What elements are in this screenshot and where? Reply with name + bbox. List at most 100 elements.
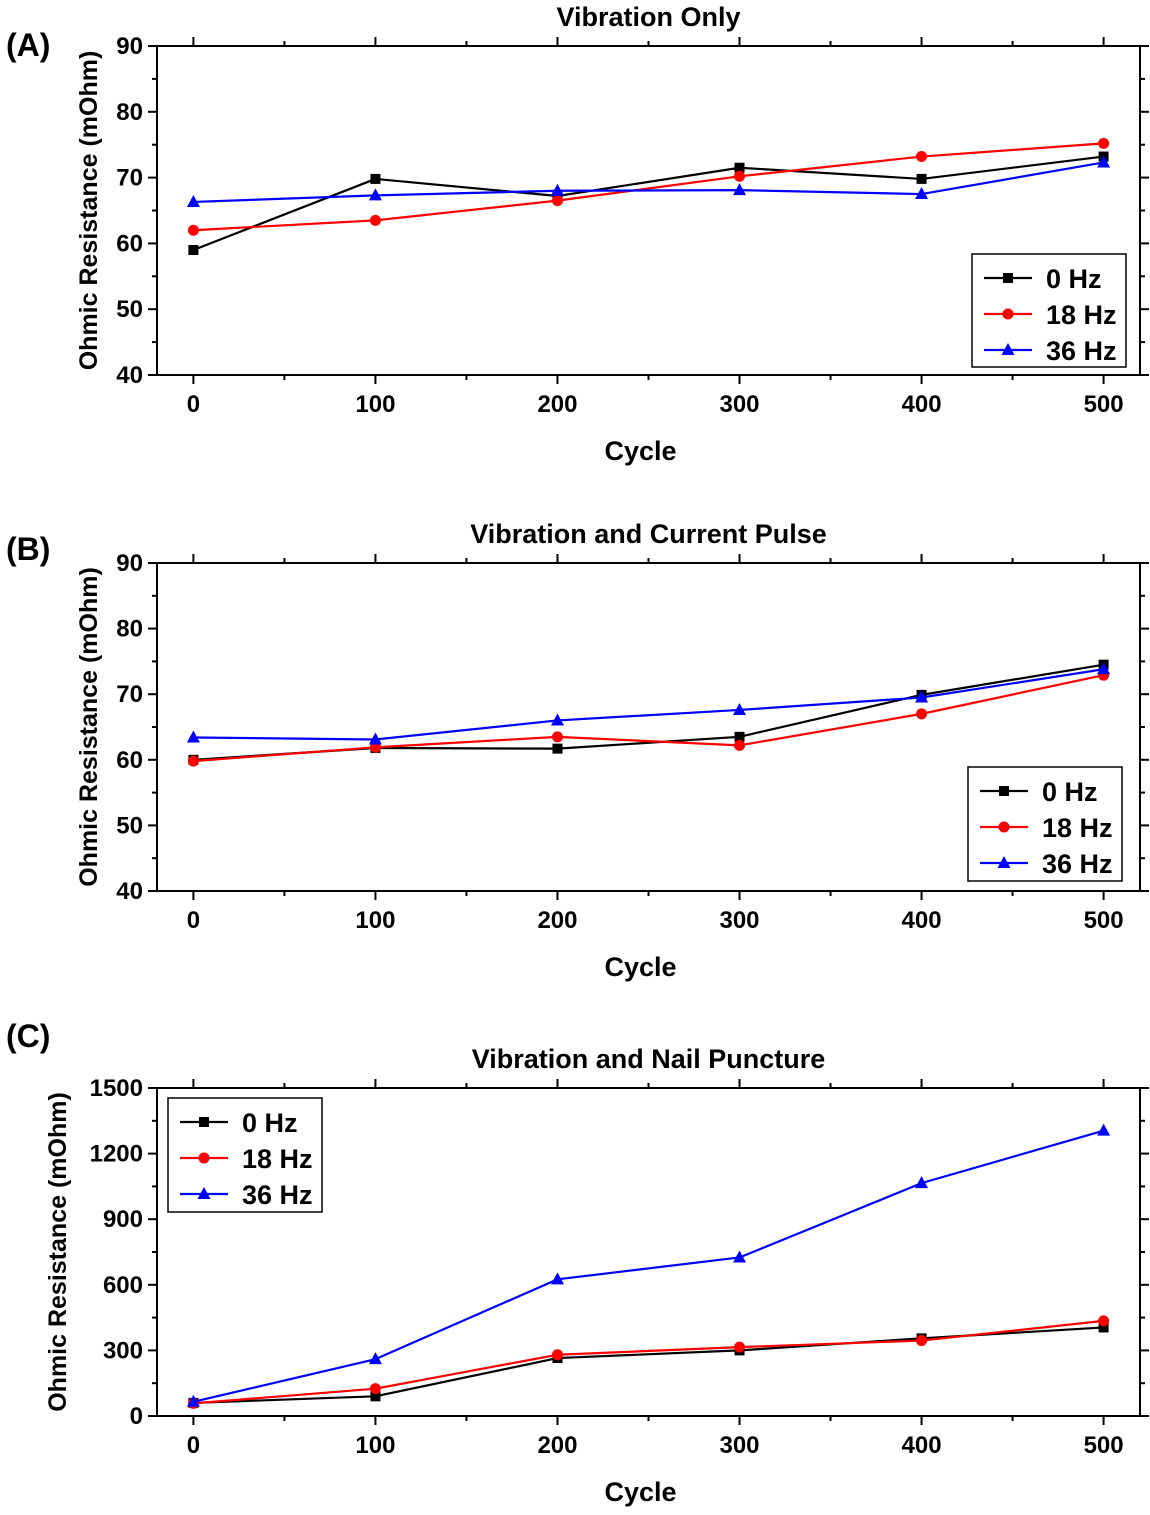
x-tick-label: 100	[355, 391, 395, 418]
data-point	[188, 244, 199, 255]
data-point	[733, 183, 747, 196]
series-line	[193, 674, 1104, 763]
series-36-hz	[186, 155, 1111, 207]
legend-label: 18 Hz	[1042, 813, 1113, 843]
data-point	[1097, 1123, 1111, 1136]
x-tick-label: 100	[355, 907, 395, 934]
series-18-hz	[187, 1315, 1110, 1409]
legend-marker	[199, 1117, 209, 1127]
data-point	[1097, 662, 1111, 675]
y-tick-label: 80	[116, 99, 143, 126]
data-point	[1098, 1322, 1109, 1333]
data-point	[552, 743, 563, 754]
legend-label: 18 Hz	[242, 1144, 313, 1174]
data-point	[550, 1272, 564, 1285]
data-point	[187, 224, 199, 236]
chart-panel-3: (C) Vibration and Nail Puncture 0 300 600 900…	[6, 1018, 1149, 1507]
series-36-hz	[186, 1123, 1111, 1407]
data-point	[915, 1176, 929, 1189]
data-point	[550, 713, 564, 726]
series-line	[193, 668, 1104, 741]
data-point	[551, 731, 563, 743]
x-tick-label: 400	[902, 907, 942, 934]
y-tick-label: 70	[116, 165, 143, 192]
x-tick-label: 200	[537, 907, 577, 934]
x-tick-label: 300	[719, 391, 759, 418]
series-line	[193, 155, 1104, 252]
data-point	[368, 188, 382, 201]
series-line	[193, 1129, 1104, 1403]
y-tick-label: 40	[116, 878, 143, 905]
series-36-hz	[186, 662, 1111, 745]
legend: 0 Hz 18 Hz 36 Hz	[971, 253, 1127, 368]
data-point	[550, 183, 564, 196]
y-tick-label: 40	[116, 362, 143, 389]
chart-title: Vibration and Nail Puncture	[472, 1044, 826, 1074]
data-point	[1097, 155, 1111, 168]
x-axis-label: Cycle	[604, 952, 676, 982]
data-point	[369, 214, 381, 226]
legend-marker	[1001, 343, 1015, 355]
data-point	[368, 732, 382, 745]
y-axis-label: Ohmic Resistance (mOhm)	[75, 51, 103, 371]
legend-label: 0 Hz	[1046, 264, 1102, 294]
y-tick-label: 60	[116, 230, 143, 257]
legend-marker	[999, 786, 1009, 796]
series-0-hz	[188, 659, 1109, 765]
series-line	[193, 161, 1104, 204]
x-tick-label: 200	[537, 391, 577, 418]
data-point	[733, 1250, 747, 1263]
data-point	[734, 1341, 746, 1353]
chart-title: Vibration Only	[556, 2, 740, 32]
x-axis-label: Cycle	[604, 1477, 676, 1507]
y-tick-label: 50	[116, 296, 143, 323]
legend-label: 18 Hz	[1046, 300, 1117, 330]
x-tick-label: 400	[902, 1432, 942, 1459]
legend: 0 Hz 18 Hz 36 Hz	[967, 766, 1123, 882]
panel-letter: (A)	[6, 27, 50, 63]
series-line	[193, 663, 1104, 761]
y-tick-label: 600	[103, 1272, 143, 1299]
legend-label: 36 Hz	[242, 1180, 313, 1210]
data-point	[187, 755, 199, 767]
legend-marker	[1002, 308, 1014, 320]
legend-label: 36 Hz	[1046, 336, 1117, 366]
data-point	[551, 1349, 563, 1361]
legend-label: 0 Hz	[242, 1108, 298, 1138]
y-tick-label: 300	[103, 1337, 143, 1364]
y-tick-label: 1200	[90, 1141, 143, 1168]
y-tick-label: 60	[116, 747, 143, 774]
chart-title: Vibration and Current Pulse	[470, 519, 827, 549]
x-tick-label: 400	[902, 391, 942, 418]
y-tick-label: 90	[116, 550, 143, 577]
data-point	[733, 702, 747, 715]
legend-box	[971, 253, 1127, 368]
data-point	[916, 151, 928, 163]
y-tick-label: 0	[130, 1403, 143, 1430]
legend-marker	[197, 1187, 211, 1199]
legend-marker	[997, 856, 1011, 868]
data-point	[916, 173, 927, 184]
y-tick-label: 70	[116, 681, 143, 708]
data-point	[186, 194, 200, 207]
x-tick-label: 0	[187, 391, 200, 418]
data-point	[916, 708, 928, 720]
series-line	[193, 142, 1104, 232]
data-point	[1098, 1315, 1110, 1327]
series-line	[193, 1319, 1104, 1405]
data-point	[734, 731, 745, 742]
y-tick-label: 90	[116, 33, 143, 60]
data-point	[916, 1335, 928, 1347]
y-tick-label: 80	[116, 616, 143, 643]
data-point	[369, 1383, 381, 1395]
y-axis-label: Ohmic Resistance (mOhm)	[44, 1092, 72, 1412]
data-point	[915, 187, 929, 200]
data-point	[1098, 137, 1110, 149]
panel-letter: (C)	[6, 1018, 50, 1054]
x-tick-label: 200	[537, 1432, 577, 1459]
y-tick-label: 50	[116, 812, 143, 839]
data-point	[734, 739, 746, 751]
series-0-hz	[188, 151, 1109, 255]
data-point	[186, 730, 200, 743]
data-point	[734, 170, 746, 182]
